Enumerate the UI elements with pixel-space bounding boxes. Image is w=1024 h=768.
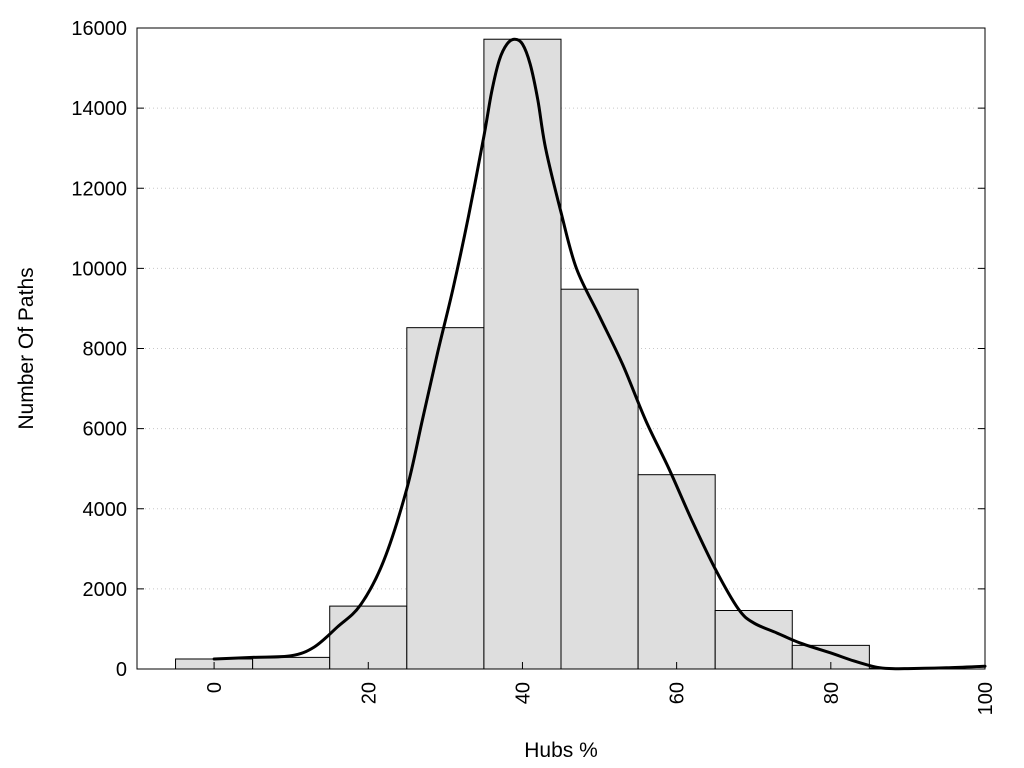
y-tick-labels: 0 2000 4000 6000 8000 10000 12000 14000 16000 [71,18,127,681]
plot-frame [136,27,986,670]
y-tick-label-1: 2000 [83,579,128,601]
density-curve-layer [212,37,987,671]
bar-7 [714,610,793,670]
x-tick-label-0: 0 [204,682,226,693]
bar-2 [329,605,408,670]
bar-1 [252,656,331,670]
bar-5 [560,288,639,670]
x-tick-label-3: 60 [667,682,689,704]
density-curve [212,37,987,671]
y-axis-label: Number Of Paths [15,267,38,429]
x-tick-labels: 0 20 40 60 80 100 [204,682,997,715]
axis-ticks [137,27,986,670]
bar-3 [406,327,485,670]
y-tick-label-4: 8000 [83,339,128,361]
y-tick-label-3: 6000 [83,419,128,441]
x-tick-label-2: 40 [512,682,534,704]
bar-6 [637,474,716,670]
bar-4 [483,38,562,670]
y-tick-label-0: 0 [116,659,127,681]
histogram-bars [175,38,947,670]
x-tick-label-5: 100 [975,682,997,715]
y-tick-label-8: 16000 [71,18,127,40]
x-axis-label: Hubs % [524,739,598,762]
y-tick-label-6: 12000 [71,178,127,200]
x-tick-label-1: 20 [358,682,380,704]
y-tick-label-2: 4000 [83,499,128,521]
x-tick-label-4: 80 [821,682,843,704]
y-tick-label-5: 10000 [71,258,127,280]
y-tick-label-7: 14000 [71,98,127,120]
